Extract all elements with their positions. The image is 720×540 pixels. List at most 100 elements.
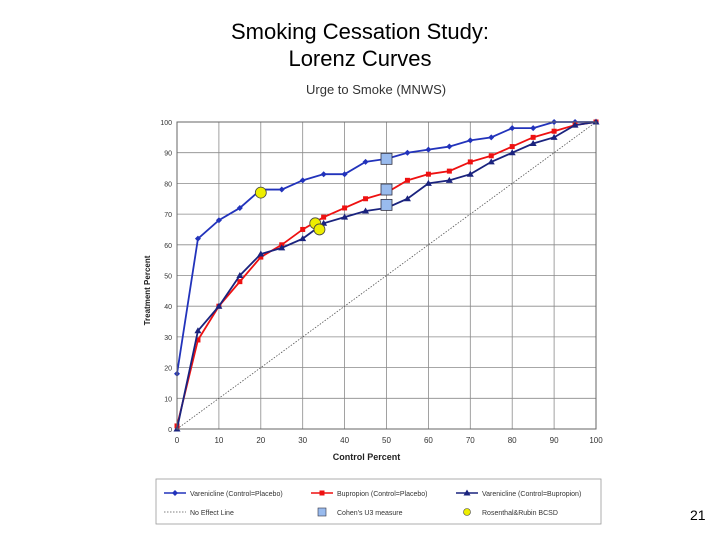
x-tick-label: 60 <box>424 436 433 445</box>
y-tick-label: 100 <box>160 120 172 127</box>
series-0-point <box>278 186 285 193</box>
series-1-point <box>488 153 494 159</box>
series-2-point <box>257 250 265 257</box>
bcsd-marker <box>254 186 267 199</box>
series-2-point <box>403 195 411 202</box>
series-2-point <box>529 139 537 146</box>
y-axis-label: Treatment Percent <box>143 255 152 325</box>
series-2-point <box>508 149 516 156</box>
legend-swatch-marker <box>463 489 471 496</box>
y-tick-label: 40 <box>164 304 172 311</box>
series-1-point <box>237 279 243 285</box>
x-axis-label: Control Percent <box>333 452 401 462</box>
legend-swatch-marker <box>463 508 471 516</box>
no-effect-line <box>176 121 597 430</box>
y-tick-label: 80 <box>164 181 172 188</box>
series-0-point <box>446 143 453 150</box>
series-0-point <box>236 204 243 211</box>
series-2-point <box>466 170 474 177</box>
x-tick-label: 80 <box>508 436 517 445</box>
chart-title: Urge to Smoke (MNWS) <box>306 82 447 97</box>
legend: Varenicline (Control=Placebo) Bupropion (… <box>155 478 602 525</box>
reference-layer <box>176 121 597 430</box>
x-tick-label: 70 <box>466 436 475 445</box>
legend-label: No Effect Line <box>190 510 234 517</box>
series-2-point <box>236 272 244 278</box>
series-0-point <box>299 177 306 184</box>
series-0-point <box>530 125 537 132</box>
series-1-point <box>551 128 557 134</box>
bcsd-marker <box>313 223 326 236</box>
series-2-point <box>215 302 223 309</box>
slide-title-line-1: Smoking Cessation Study: <box>230 19 490 44</box>
special-markers <box>254 152 393 236</box>
x-tick-label: 90 <box>550 436 559 445</box>
series-1-point <box>530 134 536 140</box>
series-2-point <box>424 179 432 186</box>
legend-label: Varenicline (Control=Bupropion) <box>482 491 581 498</box>
legend-box <box>155 478 602 525</box>
series-2-point <box>571 121 579 128</box>
series-0-point <box>194 235 201 242</box>
legend-label: Cohen's U3 measure <box>337 510 403 517</box>
series-1-point <box>342 205 348 211</box>
legend-label: Rosenthal&Rubin BCSD <box>482 510 558 517</box>
series-1-point <box>321 214 327 220</box>
y-tick-label: 20 <box>164 366 172 373</box>
y-tick-label: 90 <box>164 151 172 158</box>
series-2-point <box>194 327 202 334</box>
y-tick-label: 60 <box>164 243 172 250</box>
series-0-point <box>509 125 516 132</box>
series-0-point <box>215 217 222 224</box>
cohens-u3-marker <box>380 183 393 196</box>
x-tick-label: 20 <box>256 436 265 445</box>
series-1-point <box>467 159 473 165</box>
series-0-point <box>425 146 432 153</box>
series-1-point <box>300 226 306 232</box>
series-1-point <box>425 171 431 177</box>
series-1-point <box>509 144 515 150</box>
y-tick-label: 30 <box>164 335 172 342</box>
y-tick-label: 50 <box>164 274 172 281</box>
y-tick-label: 70 <box>164 212 172 219</box>
page-number: 21 <box>690 507 706 523</box>
series-1-point <box>404 177 410 183</box>
x-tick-label: 100 <box>589 436 603 445</box>
x-tick-label: 0 <box>175 436 180 445</box>
series-0-point <box>467 137 474 144</box>
slide-title-line-2: Lorenz Curves <box>288 46 432 71</box>
x-tick-label: 50 <box>382 436 391 445</box>
series-1-point <box>446 168 452 174</box>
x-tick-label: 30 <box>298 436 307 445</box>
x-tick-label: 40 <box>340 436 349 445</box>
axes: 0 10 20 30 40 50 60 70 80 90 100 0 10 20 30 40 50 60 70 80 9… <box>143 120 603 462</box>
cohens-u3-marker <box>380 198 393 211</box>
legend-swatch-marker <box>319 490 325 496</box>
series-2-point <box>445 176 453 183</box>
series-1-point <box>363 196 369 202</box>
series-0-point <box>488 134 495 141</box>
series-0-point <box>362 158 369 165</box>
series-1-point <box>258 254 264 260</box>
legend-swatch-marker <box>172 490 178 496</box>
series-0-point <box>404 149 411 156</box>
series-2-point <box>362 207 370 214</box>
lorenz-curve-chart: 0 10 20 30 40 50 60 70 80 90 100 0 10 20 30 40 50 60 70 80 9… <box>143 118 603 525</box>
series-0-point <box>341 171 348 178</box>
slide-title: Smoking Cessation Study: Lorenz Curves <box>150 18 570 72</box>
series-1-point <box>195 337 201 343</box>
series-0-point <box>320 171 327 178</box>
legend-swatch-marker <box>317 507 327 517</box>
legend-label: Bupropion (Control=Placebo) <box>337 491 427 498</box>
series-2-point <box>299 235 307 242</box>
cohens-u3-marker <box>380 152 393 165</box>
y-tick-label: 10 <box>164 396 172 403</box>
series-2-point <box>487 158 495 165</box>
series-2-point <box>341 213 349 220</box>
y-tick-label: 0 <box>168 427 172 434</box>
series-2-point <box>550 133 558 140</box>
legend-label: Varenicline (Control=Placebo) <box>190 491 283 498</box>
x-tick-label: 10 <box>214 436 223 445</box>
plot-border <box>176 121 597 430</box>
series-2-point <box>278 244 286 251</box>
